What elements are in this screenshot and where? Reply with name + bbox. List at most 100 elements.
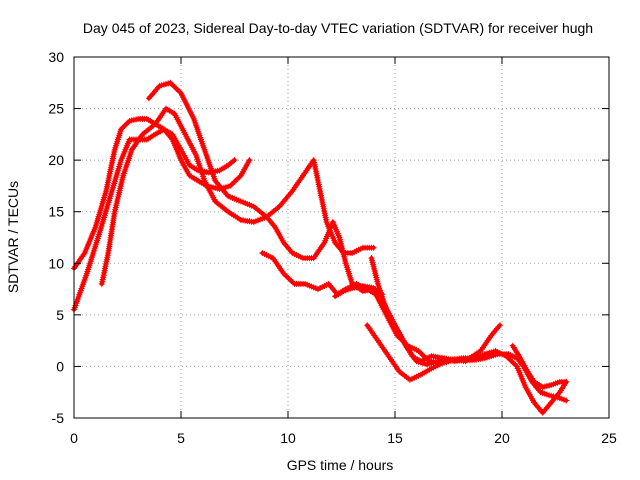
data-point [429, 354, 433, 358]
data-point [380, 292, 384, 296]
data-point [192, 117, 196, 121]
data-point [179, 91, 183, 95]
data-point [203, 179, 206, 183]
data-point [239, 218, 243, 222]
data-point [419, 373, 423, 377]
data-point [558, 380, 562, 384]
data-point [384, 308, 388, 312]
y-tick-label: 5 [56, 307, 64, 323]
data-point [196, 179, 200, 183]
data-point [158, 84, 162, 88]
data-point [440, 361, 444, 365]
data-point [558, 390, 562, 394]
data-point [218, 169, 221, 172]
data-point [93, 225, 97, 229]
data-point [517, 354, 521, 358]
x-tick-label: 10 [280, 430, 296, 446]
data-point [549, 401, 553, 404]
data-point [277, 205, 281, 209]
data-point [425, 362, 429, 366]
data-point [260, 251, 264, 255]
data-point [273, 225, 277, 229]
data-point [252, 220, 256, 224]
data-point [290, 251, 294, 255]
x-tick-label: 20 [494, 430, 510, 446]
data-point [226, 210, 230, 214]
data-point [226, 194, 230, 198]
data-point [350, 251, 354, 255]
data-point [361, 284, 365, 288]
data-point [128, 119, 132, 123]
data-point [183, 132, 187, 136]
data-point [145, 117, 149, 121]
data-point [252, 205, 256, 209]
data-point [213, 179, 217, 183]
data-point [301, 174, 305, 178]
y-tick-label: 0 [56, 358, 64, 374]
data-point [387, 354, 391, 358]
data-point [226, 163, 230, 167]
plot-frame [73, 56, 610, 419]
data-point [483, 352, 487, 356]
data-point [361, 289, 365, 293]
data-point [365, 323, 369, 327]
data-point [194, 153, 198, 157]
y-tick-label: -5 [52, 410, 65, 426]
data-point [207, 171, 211, 174]
data-point [374, 292, 378, 296]
data-point [248, 158, 251, 162]
data-point [188, 174, 192, 178]
data-point [489, 334, 493, 337]
data-point [233, 158, 236, 162]
series-track-line [369, 256, 502, 364]
data-point [331, 220, 335, 224]
series-track-line [72, 116, 252, 271]
data-point [417, 349, 420, 353]
data-point [327, 282, 331, 286]
data-point [344, 261, 348, 265]
data-point [494, 349, 498, 353]
data-point [333, 294, 337, 298]
data-point [549, 383, 553, 387]
data-point [113, 210, 117, 214]
data-point [526, 370, 530, 374]
data-point [290, 189, 294, 193]
data-point [337, 236, 341, 239]
series-track-5 [259, 250, 570, 416]
series-track-line [260, 251, 569, 415]
data-point [168, 81, 172, 85]
series-track-3 [98, 105, 377, 287]
data-point [153, 122, 157, 126]
data-point [524, 385, 527, 389]
y-tick-label: 10 [48, 255, 64, 271]
data-point [179, 158, 183, 162]
data-point [282, 272, 286, 276]
data-point [539, 390, 542, 394]
data-point [376, 339, 380, 343]
data-point [410, 354, 414, 358]
data-point [316, 287, 320, 291]
y-axis-ticks: -5 0 5 10 15 20 25 30 [48, 49, 609, 426]
data-point [136, 117, 140, 121]
series-plus-markers [259, 250, 570, 416]
data-point [419, 359, 423, 363]
data-point [376, 282, 380, 286]
data-point [372, 246, 376, 250]
data-point [325, 220, 328, 224]
data-point [239, 199, 243, 203]
data-point [213, 199, 217, 203]
data-point [342, 289, 346, 293]
y-axis-label: SDTVAR / TECUs [5, 181, 21, 293]
data-point [292, 282, 296, 286]
chart-title: Day 045 of 2023, Sidereal Day-to-day VTE… [83, 20, 593, 36]
data-point [173, 112, 177, 116]
data-point [370, 256, 373, 260]
data-point [402, 339, 406, 343]
data-point [464, 359, 468, 363]
data-point [203, 148, 206, 152]
x-tick-label: 25 [601, 430, 617, 446]
data-point [145, 138, 149, 141]
data-point [541, 411, 545, 415]
data-point [429, 367, 433, 370]
data-point [355, 282, 358, 286]
